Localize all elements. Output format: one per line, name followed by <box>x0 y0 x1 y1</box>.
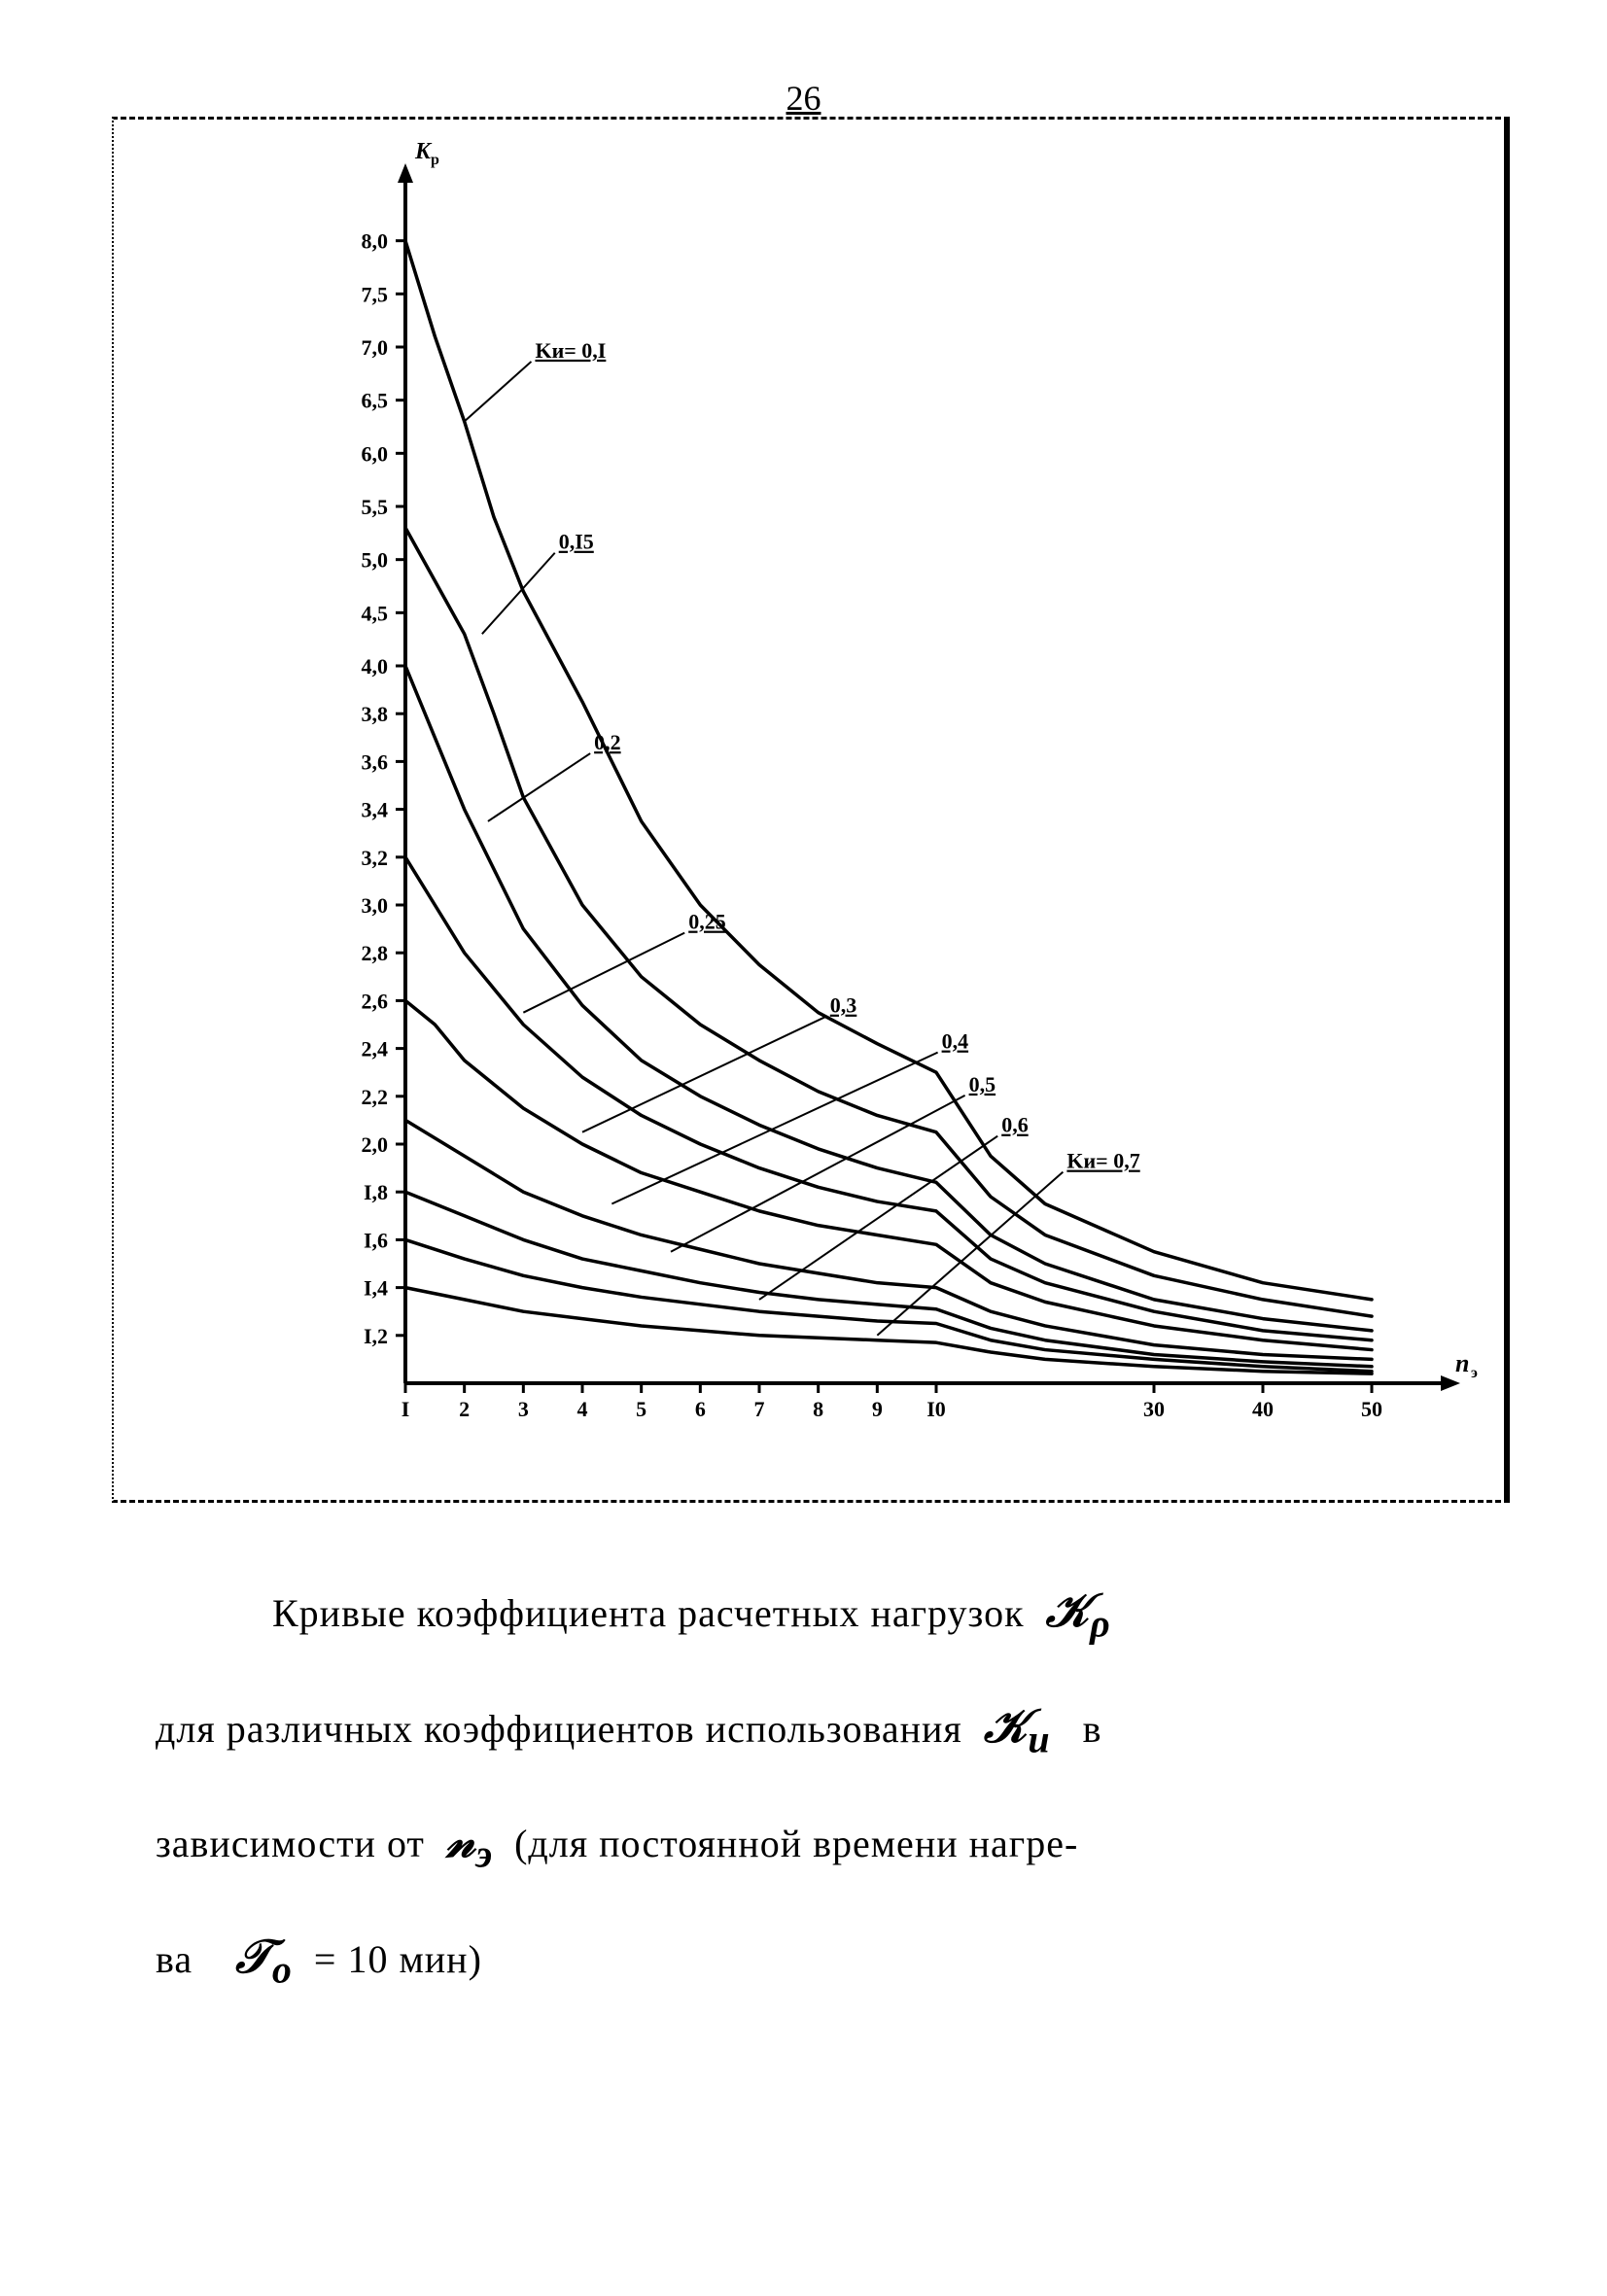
svg-text:0,25: 0,25 <box>688 910 726 934</box>
svg-text:9: 9 <box>872 1397 883 1421</box>
svg-text:3,2: 3,2 <box>362 846 389 870</box>
caption-text: зависимости от <box>156 1822 425 1865</box>
line-chart: 8,0 7,5 7,0 6,5 6,0 5,5 5,0 4,5 4,0 3,8 3,6 3,4 3,2 3… <box>114 120 1504 1500</box>
svg-text:5,0: 5,0 <box>362 548 389 573</box>
chart-frame: 8,0 7,5 7,0 6,5 6,0 5,5 5,0 4,5 4,0 3,8 3,6 3,4 3,2 3… <box>112 117 1510 1503</box>
svg-text:3,4: 3,4 <box>362 798 389 822</box>
svg-text:50: 50 <box>1361 1397 1382 1421</box>
svg-text:n: n <box>1455 1349 1469 1377</box>
svg-text:э: э <box>1471 1365 1478 1381</box>
svg-text:4: 4 <box>577 1397 588 1421</box>
svg-text:5: 5 <box>636 1397 646 1421</box>
caption-text: для различных коэффициентов использовани… <box>156 1707 962 1751</box>
svg-text:2: 2 <box>459 1397 470 1421</box>
symbol-ku: 𝒦и <box>984 1701 1051 1753</box>
page-number: 26 <box>0 78 1607 119</box>
svg-text:I,2: I,2 <box>364 1324 388 1348</box>
svg-text:4,5: 4,5 <box>362 601 389 625</box>
svg-text:4,0: 4,0 <box>362 654 389 678</box>
svg-text:2,6: 2,6 <box>362 989 389 1013</box>
symbol-kp: 𝒦ρ <box>1046 1585 1111 1637</box>
symbol-ne: 𝓃э <box>446 1816 493 1867</box>
svg-text:3,8: 3,8 <box>362 702 389 726</box>
svg-text:6,0: 6,0 <box>362 441 389 466</box>
svg-text:3,6: 3,6 <box>362 749 389 774</box>
figure-caption: Кривые коэффициента расчетных нагрузок 𝒦… <box>156 1555 1487 2016</box>
svg-text:8: 8 <box>813 1397 823 1421</box>
svg-text:I,8: I,8 <box>364 1180 388 1204</box>
svg-text:3,0: 3,0 <box>362 893 389 918</box>
svg-text:0,3: 0,3 <box>830 993 857 1018</box>
symbol-to: 𝒯о <box>235 1931 293 1983</box>
svg-text:0,6: 0,6 <box>1001 1113 1029 1137</box>
svg-text:7: 7 <box>754 1397 765 1421</box>
svg-text:0,5: 0,5 <box>969 1072 996 1096</box>
svg-text:40: 40 <box>1252 1397 1274 1421</box>
svg-text:8,0: 8,0 <box>362 229 389 254</box>
caption-text: Кривые коэффициента расчетных нагрузок <box>272 1591 1025 1635</box>
svg-text:I: I <box>402 1397 410 1421</box>
svg-text:5,5: 5,5 <box>362 495 389 519</box>
caption-text: (для постоянной времени нагре- <box>514 1822 1078 1865</box>
svg-text:I0: I0 <box>926 1397 946 1421</box>
svg-text:2,0: 2,0 <box>362 1132 389 1157</box>
svg-text:7,5: 7,5 <box>362 282 389 306</box>
caption-text: = 10 мин) <box>314 1937 482 1981</box>
svg-text:2,4: 2,4 <box>362 1037 389 1061</box>
svg-text:I,6: I,6 <box>364 1228 388 1252</box>
svg-text:p: p <box>431 152 439 168</box>
svg-text:30: 30 <box>1143 1397 1165 1421</box>
svg-text:7,0: 7,0 <box>362 335 389 360</box>
svg-text:0,2: 0,2 <box>594 730 621 754</box>
caption-text: ва <box>156 1937 192 1981</box>
svg-text:6,5: 6,5 <box>362 389 389 413</box>
svg-text:Kи= 0,I: Kи= 0,I <box>535 338 606 363</box>
svg-text:0,I5: 0,I5 <box>559 530 594 554</box>
svg-text:Kи= 0,7: Kи= 0,7 <box>1066 1149 1139 1173</box>
svg-text:0,4: 0,4 <box>942 1029 969 1054</box>
svg-text:3: 3 <box>518 1397 529 1421</box>
svg-text:2,8: 2,8 <box>362 941 389 965</box>
caption-text: в <box>1083 1707 1102 1751</box>
svg-text:6: 6 <box>695 1397 706 1421</box>
document-page: 26 8,07,57,06,56,05,55,04,54,03,83,63,43… <box>0 0 1607 2296</box>
svg-text:2,2: 2,2 <box>362 1085 389 1109</box>
svg-text:I,4: I,4 <box>364 1276 388 1301</box>
